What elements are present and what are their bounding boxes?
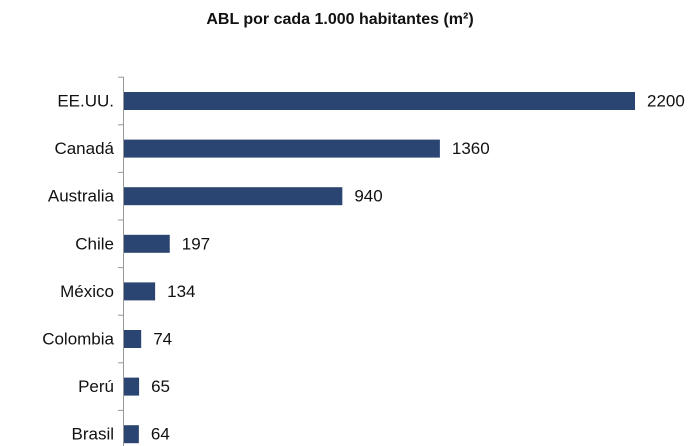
- bar: [124, 330, 142, 348]
- bar: [124, 234, 170, 253]
- y-tick-label: Australia: [48, 187, 115, 206]
- bar: [124, 377, 140, 396]
- y-tick-label: Colombia: [42, 329, 114, 348]
- y-tick-label: Perú: [78, 377, 114, 396]
- value-label: 65: [151, 377, 170, 396]
- value-label: 1360: [452, 139, 490, 158]
- y-tick-label: Brasil: [71, 425, 114, 444]
- value-label: 74: [153, 329, 172, 348]
- chart-title: ABL por cada 1.000 habitantes (m²): [206, 11, 473, 28]
- value-label: 197: [182, 234, 210, 253]
- bar: [124, 139, 440, 158]
- value-label: 134: [167, 282, 195, 301]
- bar: [124, 187, 343, 206]
- value-label: 64: [151, 425, 170, 444]
- y-tick-label: Canadá: [54, 139, 114, 158]
- y-tick-label: Chile: [75, 234, 114, 253]
- bar: [124, 425, 139, 444]
- y-tick-label: EE.UU.: [57, 91, 114, 110]
- value-label: 2200: [647, 91, 685, 110]
- bar: [124, 282, 156, 301]
- bar: [124, 92, 635, 110]
- y-tick-label: México: [60, 282, 114, 301]
- value-label: 940: [354, 187, 382, 206]
